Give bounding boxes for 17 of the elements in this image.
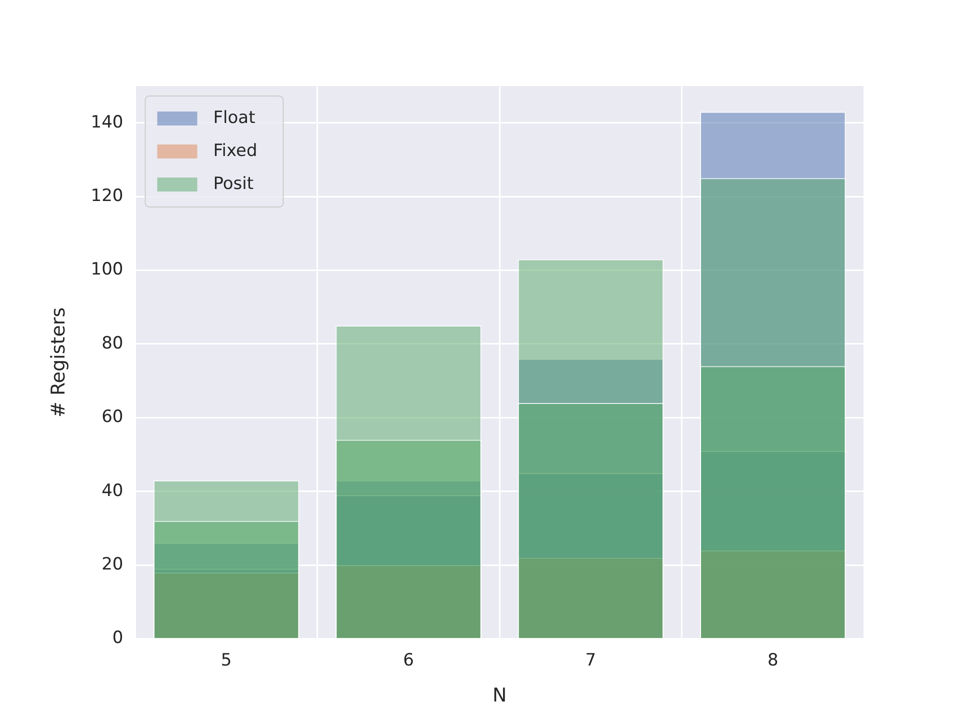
- y-tick-label: 140: [90, 112, 124, 132]
- x-tick-label: 6: [403, 650, 414, 670]
- y-tick-label: 0: [112, 628, 124, 648]
- y-axis-title: # Registers: [47, 307, 70, 418]
- y-tick-label: 40: [102, 480, 124, 501]
- x-tick-label: 7: [585, 650, 596, 670]
- legend-label: Fixed: [213, 140, 258, 161]
- legend-label: Float: [213, 108, 256, 128]
- y-tick-label: 80: [102, 333, 124, 354]
- x-tick-label: 8: [767, 650, 778, 670]
- y-tick-label: 120: [90, 186, 124, 206]
- y-tick-label: 100: [90, 260, 124, 280]
- x-axis-title: N: [492, 684, 507, 707]
- y-tick-label: 60: [102, 407, 124, 428]
- legend-label: Posit: [213, 174, 254, 194]
- x-tick-label: 5: [220, 650, 232, 670]
- y-tick-label: 20: [102, 554, 124, 575]
